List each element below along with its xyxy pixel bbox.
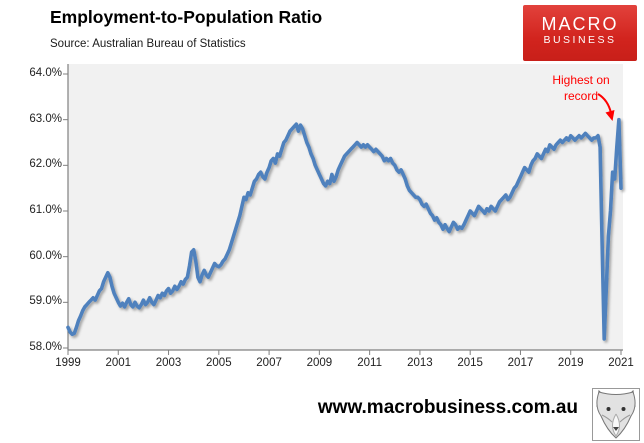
x-tick-label: 2013 <box>407 357 433 369</box>
annotation-line-2: record <box>563 89 598 103</box>
y-tick-label: 58.0% <box>29 341 62 353</box>
y-tick-label: 64.0% <box>29 67 62 79</box>
x-tick-label: 2003 <box>155 357 182 369</box>
x-tick-label: 2017 <box>507 357 534 369</box>
y-tick-label: 61.0% <box>29 204 62 216</box>
x-tick-label: 2009 <box>306 357 333 369</box>
fox-head-icon <box>592 388 640 441</box>
y-tick-label: 62.0% <box>29 158 62 171</box>
employment-ratio-line-series <box>66 117 623 341</box>
x-tick-label: 2021 <box>608 357 634 369</box>
x-tick-label: 2015 <box>457 357 483 369</box>
website-url: www.macrobusiness.com.au <box>317 397 578 418</box>
macrobusiness-logo: MACRO BUSINESS <box>523 5 637 61</box>
x-tick-label: 2007 <box>256 357 282 369</box>
logo-text-business: BUSINESS <box>543 34 617 46</box>
highest-on-record-annotation: Highest on record <box>540 72 622 104</box>
y-tick-label: 60.0% <box>29 249 62 262</box>
x-tick-label: 1999 <box>55 357 81 369</box>
y-tick-label: 59.0% <box>29 295 62 308</box>
y-tick-label: 63.0% <box>29 112 62 125</box>
chart-title: Employment-to-Population Ratio <box>50 7 323 27</box>
logo-text-macro: MACRO <box>541 14 619 34</box>
annotation-line-1: Highest on <box>552 73 610 87</box>
x-tick-label: 2011 <box>357 357 382 369</box>
axis-tick-marks <box>63 73 622 355</box>
x-tick-label: 2001 <box>105 357 132 369</box>
plot-area-background <box>68 64 623 350</box>
x-tick-label: 2019 <box>557 357 584 369</box>
annotation-arrow-icon <box>597 93 615 121</box>
chart-source-caption: Source: Australian Bureau of Statistics <box>50 38 246 50</box>
x-tick-label: 2005 <box>206 357 232 369</box>
